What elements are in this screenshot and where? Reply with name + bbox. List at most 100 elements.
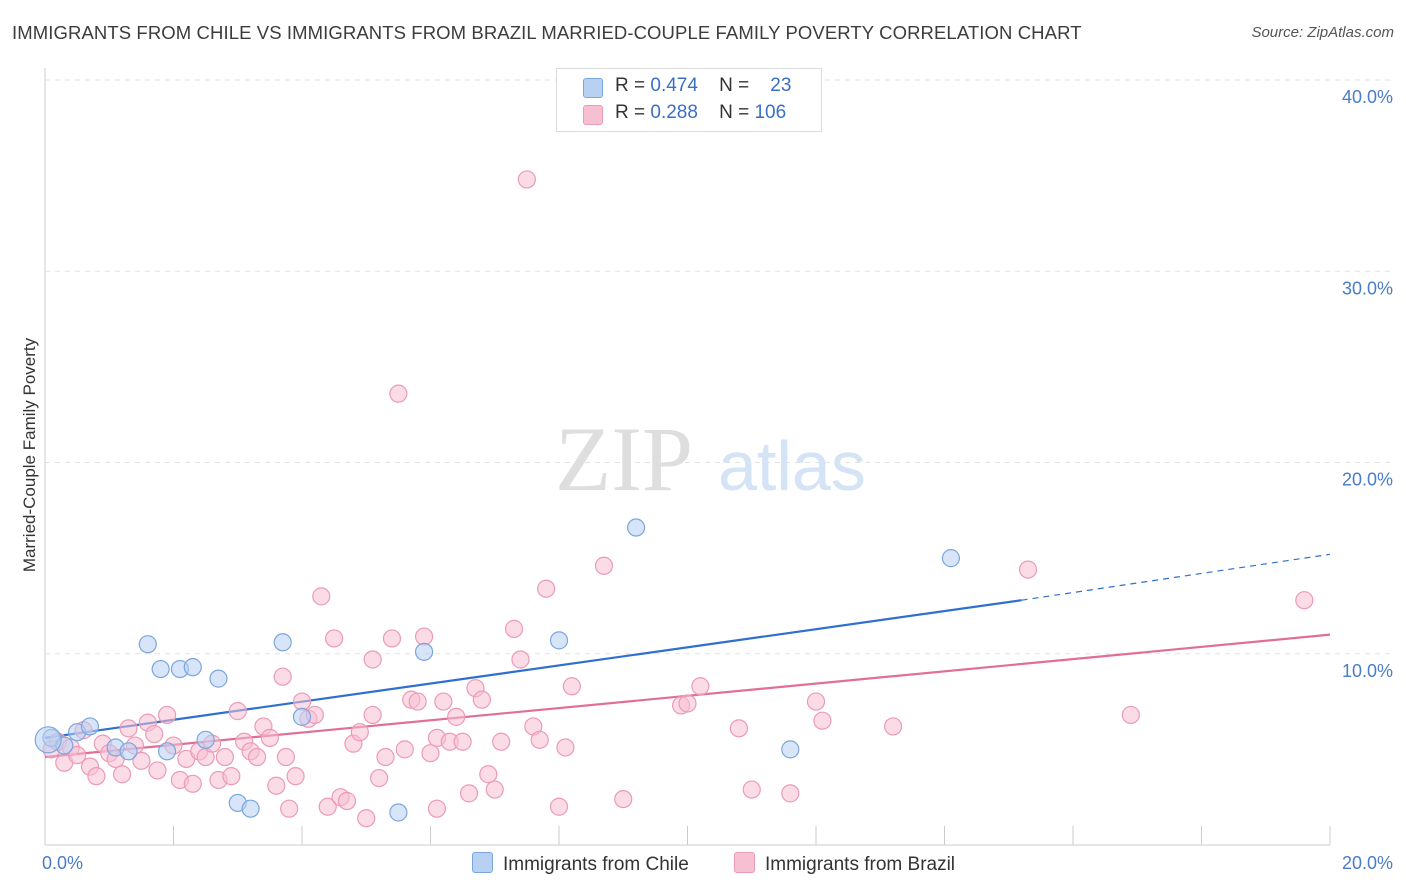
- brazil-point: [511, 650, 530, 669]
- brazil-point: [678, 694, 697, 713]
- chile-point: [209, 669, 228, 688]
- legend-chile-n-value: 23: [770, 75, 792, 96]
- brazil-point: [453, 732, 472, 751]
- brazil-point: [325, 629, 344, 648]
- correlation-legend: R = 0.474 N = 23 R = 0.288 N = 106: [556, 68, 822, 132]
- brazil-point: [276, 747, 296, 767]
- brazil-point: [357, 809, 376, 828]
- watermark-zip: ZIP: [555, 408, 693, 510]
- brazil-point: [395, 740, 414, 759]
- brazil-point: [145, 724, 164, 744]
- watermark-atlas: atlas: [718, 427, 866, 505]
- brazil-point: [729, 719, 749, 738]
- y-axis-label: Married-Couple Family Poverty: [20, 337, 39, 572]
- brazil-point: [247, 747, 267, 767]
- brazil-point: [215, 747, 234, 767]
- brazil-point: [530, 730, 549, 749]
- brazil-point: [691, 677, 710, 696]
- brazil-point: [112, 765, 132, 784]
- brazil-point: [273, 667, 292, 686]
- brazil-point: [556, 738, 575, 757]
- brazil-point: [479, 765, 498, 784]
- chile-point: [157, 742, 177, 761]
- chile-point: [183, 658, 202, 677]
- x-tick-label: 20.0%: [1342, 853, 1393, 873]
- brazil-point: [260, 728, 279, 748]
- brazil-point: [267, 776, 286, 795]
- legend-swatch-chile: [583, 78, 603, 98]
- y-tick-label: 10.0%: [1342, 661, 1393, 681]
- legend-brazil-n-value: 106: [754, 102, 787, 123]
- brazil-point: [68, 746, 87, 765]
- brazil-point: [132, 751, 151, 770]
- brazil-point: [350, 723, 369, 742]
- brazil-point: [280, 799, 299, 818]
- bottom-legend-swatch-chile: [472, 852, 493, 873]
- chile-point: [241, 799, 260, 818]
- chile-point: [389, 803, 408, 822]
- bottom-legend-brazil: Immigrants from Brazil: [734, 852, 955, 876]
- brazil-point: [781, 784, 800, 803]
- brazil-point: [459, 784, 479, 803]
- brazil-point: [389, 384, 408, 403]
- chile-point: [549, 631, 569, 650]
- chile-point: [273, 633, 292, 652]
- bottom-legend-chile-label: Immigrants from Chile: [503, 854, 689, 875]
- y-tick-label: 40.0%: [1342, 87, 1393, 107]
- brazil-point: [537, 579, 556, 598]
- brazil-point: [408, 692, 427, 711]
- brazil-point: [1018, 560, 1038, 579]
- bottom-legend-brazil-label: Immigrants from Brazil: [765, 854, 956, 875]
- bottom-legend-swatch-brazil: [734, 852, 755, 873]
- brazil-point: [806, 692, 826, 711]
- axes: 10.0% 20.0% 30.0% 40.0% 0.0% 20.0%: [42, 68, 1393, 873]
- legend-chile-r-label: R =: [615, 75, 646, 96]
- brazil-point: [363, 650, 382, 669]
- brazil-point: [485, 780, 504, 799]
- brazil-point: [614, 789, 633, 809]
- chile-point: [138, 635, 157, 654]
- brazil-point: [414, 627, 434, 646]
- y-tick-label: 20.0%: [1342, 470, 1393, 490]
- source-label: Source: ZipAtlas.com: [1251, 24, 1394, 41]
- brazil-point: [382, 629, 402, 648]
- chile-point: [941, 549, 961, 568]
- chile-point: [292, 707, 312, 726]
- legend-swatch-brazil: [583, 105, 603, 125]
- brazil-point: [1121, 705, 1140, 725]
- legend-brazil-n-label: N =: [719, 102, 750, 123]
- brazil-point: [883, 717, 903, 736]
- legend-chile-r-value: 0.474: [650, 75, 698, 96]
- x-tick-label: 0.0%: [42, 853, 83, 873]
- brazil-point: [742, 780, 761, 799]
- chile-trend-line: [44, 599, 1022, 739]
- brazil-point: [318, 797, 337, 816]
- brazil-point: [222, 767, 241, 786]
- brazil-point: [370, 768, 389, 788]
- brazil-point: [447, 707, 466, 726]
- legend-brazil-r-label: R =: [615, 102, 646, 123]
- brazil-point: [312, 587, 331, 606]
- brazil-point: [119, 719, 138, 738]
- chile-point: [119, 742, 138, 761]
- chile-trend-extension: [1021, 553, 1331, 601]
- brazil-point: [492, 732, 511, 751]
- watermark: ZIP atlas: [555, 408, 866, 510]
- y-tick-label: 30.0%: [1342, 278, 1393, 298]
- brazil-point: [286, 767, 305, 786]
- bottom-legend-chile: Immigrants from Chile: [472, 852, 689, 876]
- legend-chile-n-label: N =: [719, 75, 750, 96]
- brazil-point: [1295, 591, 1314, 610]
- brazil-point: [337, 791, 357, 811]
- chile-point: [626, 518, 646, 537]
- chile-point: [80, 717, 100, 736]
- brazil-point: [472, 690, 491, 709]
- brazil-point: [157, 705, 177, 725]
- brazil-point: [504, 619, 524, 638]
- trend-lines: [44, 553, 1331, 759]
- chile-point: [414, 642, 434, 661]
- data-points: [34, 170, 1314, 828]
- brazil-point: [549, 797, 569, 816]
- chart-title: IMMIGRANTS FROM CHILE VS IMMIGRANTS FROM…: [12, 22, 1082, 43]
